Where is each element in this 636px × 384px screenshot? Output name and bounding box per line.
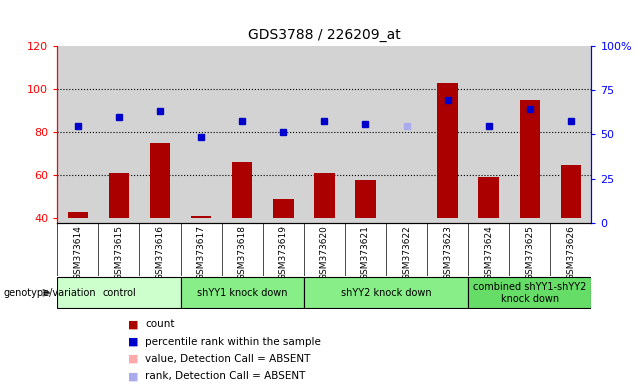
Text: ■: ■: [128, 319, 139, 329]
Text: genotype/variation: genotype/variation: [3, 288, 96, 298]
Text: GSM373623: GSM373623: [443, 225, 452, 280]
Text: GSM373625: GSM373625: [525, 225, 534, 280]
FancyBboxPatch shape: [181, 277, 304, 308]
Text: GSM373620: GSM373620: [320, 225, 329, 280]
Text: control: control: [102, 288, 135, 298]
Bar: [355, 180, 376, 218]
Title: GDS3788 / 226209_at: GDS3788 / 226209_at: [248, 28, 401, 42]
Bar: [109, 173, 129, 218]
Text: GSM373617: GSM373617: [197, 225, 205, 280]
Text: rank, Detection Call = ABSENT: rank, Detection Call = ABSENT: [145, 371, 305, 381]
Text: GSM373622: GSM373622: [402, 225, 411, 280]
Text: GSM373621: GSM373621: [361, 225, 370, 280]
Text: GSM373614: GSM373614: [73, 225, 82, 280]
Text: shYY1 knock down: shYY1 knock down: [197, 288, 287, 298]
FancyBboxPatch shape: [304, 277, 468, 308]
Bar: [438, 83, 458, 218]
Text: GSM373615: GSM373615: [114, 225, 123, 280]
Text: GSM373626: GSM373626: [567, 225, 576, 280]
Text: ■: ■: [128, 354, 139, 364]
FancyBboxPatch shape: [57, 277, 181, 308]
Bar: [520, 100, 540, 218]
Text: value, Detection Call = ABSENT: value, Detection Call = ABSENT: [145, 354, 310, 364]
Bar: [314, 173, 335, 218]
Text: percentile rank within the sample: percentile rank within the sample: [145, 337, 321, 347]
Text: combined shYY1-shYY2
knock down: combined shYY1-shYY2 knock down: [473, 282, 586, 304]
FancyBboxPatch shape: [468, 277, 591, 308]
Text: ■: ■: [128, 371, 139, 381]
Bar: [232, 162, 252, 218]
Text: GSM373619: GSM373619: [279, 225, 287, 280]
Bar: [149, 143, 170, 218]
Text: GSM373624: GSM373624: [484, 225, 494, 280]
Text: count: count: [145, 319, 174, 329]
Text: ■: ■: [128, 337, 139, 347]
Text: GSM373616: GSM373616: [155, 225, 165, 280]
Bar: [478, 177, 499, 218]
Bar: [561, 165, 581, 218]
Text: shYY2 knock down: shYY2 knock down: [341, 288, 431, 298]
Bar: [273, 199, 294, 218]
Bar: [191, 216, 211, 218]
Bar: [67, 212, 88, 218]
Text: GSM373618: GSM373618: [238, 225, 247, 280]
